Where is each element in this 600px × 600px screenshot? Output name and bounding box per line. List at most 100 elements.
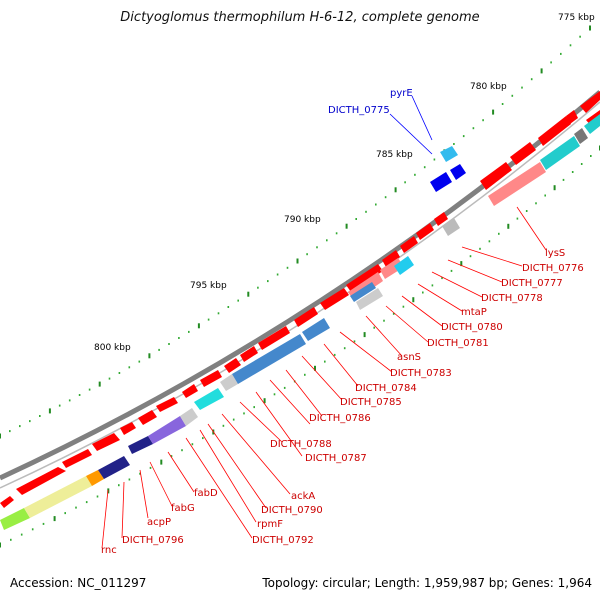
gene-arrow[interactable] xyxy=(258,326,290,350)
gene-label-DICTH_0777[interactable]: DICTH_0777 xyxy=(501,278,563,289)
major-tick xyxy=(148,353,151,359)
minor-tick xyxy=(441,277,443,280)
minor-tick xyxy=(202,437,204,440)
feature-block xyxy=(180,408,198,426)
gene-arrow[interactable] xyxy=(16,467,66,495)
major-tick xyxy=(263,398,266,404)
accession-text: Accession: NC_011297 xyxy=(10,576,147,590)
genome-summary-text: Topology: circular; Length: 1,959,987 bp… xyxy=(262,576,592,590)
minor-tick xyxy=(29,420,31,423)
gene-label-pyrE[interactable]: pyrE xyxy=(390,88,413,99)
minor-tick xyxy=(535,202,537,205)
gene-arrow[interactable] xyxy=(182,384,198,398)
gene-arrow[interactable] xyxy=(450,164,466,180)
minor-tick xyxy=(158,348,160,351)
gene-label-DICTH_0796[interactable]: DICTH_0796 xyxy=(122,535,184,546)
gene-arrow[interactable] xyxy=(382,250,400,267)
leader-line xyxy=(301,355,343,401)
tick-label-790: 790 kbp xyxy=(284,215,321,225)
gene-arrow[interactable] xyxy=(62,449,92,468)
gene-label-rnc[interactable]: rnc xyxy=(101,545,117,556)
major-tick xyxy=(363,332,366,338)
leader-line xyxy=(365,315,403,357)
minor-tick xyxy=(42,522,45,525)
gene-arrow[interactable] xyxy=(346,264,383,292)
gene-arrow[interactable] xyxy=(510,142,536,165)
gene-arrow[interactable] xyxy=(120,422,136,435)
gene-arrow[interactable] xyxy=(156,397,178,412)
major-tick xyxy=(48,408,51,414)
gene-label-DICTH_0785[interactable]: DICTH_0785 xyxy=(340,397,402,408)
gene-label-DICTH_0776[interactable]: DICTH_0776 xyxy=(522,263,584,274)
gene-arrow[interactable] xyxy=(430,172,452,192)
minor-tick xyxy=(243,412,245,415)
minor-tick xyxy=(431,284,434,287)
minor-tick xyxy=(326,239,328,242)
gene-label-lysS[interactable]: lysS xyxy=(545,248,565,259)
gene-label-DICTH_0784[interactable]: DICTH_0784 xyxy=(355,383,417,394)
gene-label-DICTH_0783[interactable]: DICTH_0783 xyxy=(390,368,452,379)
feature-block xyxy=(0,508,30,530)
gene-arrow[interactable] xyxy=(138,410,157,425)
minor-tick xyxy=(232,418,235,421)
minor-tick xyxy=(422,291,424,294)
major-tick xyxy=(98,381,101,387)
leader-line xyxy=(385,305,429,343)
gene-label-ackA[interactable]: ackA xyxy=(291,491,315,502)
minor-tick xyxy=(488,240,491,243)
gene-arrow[interactable] xyxy=(400,236,418,253)
major-tick xyxy=(314,365,316,371)
gene-arrow[interactable] xyxy=(224,358,241,373)
gene-label-rpmF[interactable]: rpmF xyxy=(257,519,283,530)
gene-label-DICTH_0788[interactable]: DICTH_0788 xyxy=(270,439,332,450)
major-tick xyxy=(553,185,556,191)
minor-tick xyxy=(521,86,523,89)
minor-tick xyxy=(276,273,279,276)
gene-label-DICTH_0787[interactable]: DICTH_0787 xyxy=(305,453,367,464)
gene-label-fabG[interactable]: fabG xyxy=(171,503,195,514)
gene-arrow[interactable] xyxy=(0,496,14,508)
gene-arrow[interactable] xyxy=(440,146,458,162)
minor-tick xyxy=(31,528,34,531)
minor-tick xyxy=(9,430,11,433)
gene-arrow[interactable] xyxy=(320,288,349,310)
label-lines xyxy=(101,95,547,549)
gene-arrow[interactable] xyxy=(92,433,120,451)
gene-arrow[interactable] xyxy=(416,223,434,240)
gene-arrow[interactable] xyxy=(294,307,318,327)
gene-label-asnS[interactable]: asnS xyxy=(397,352,421,363)
gene-label-fabD[interactable]: fabD xyxy=(194,488,218,499)
gene-arrow[interactable] xyxy=(200,370,222,387)
minor-tick xyxy=(530,78,533,81)
gene-label-mtaP[interactable]: mtaP xyxy=(461,307,487,318)
gene-arrow[interactable] xyxy=(480,162,512,190)
gene-arrow[interactable] xyxy=(434,212,448,226)
minor-tick xyxy=(453,143,455,145)
leader-line xyxy=(461,246,523,267)
gene-arrow[interactable] xyxy=(538,116,571,146)
gene-arrow[interactable] xyxy=(580,91,600,113)
gene-label-DICTH_0780[interactable]: DICTH_0780 xyxy=(441,322,503,333)
gene-label-DICTH_0781[interactable]: DICTH_0781 xyxy=(427,338,489,349)
leader-line xyxy=(323,343,359,387)
leader-line xyxy=(207,423,267,509)
minor-tick xyxy=(222,424,225,427)
gene-label-DICTH_0786[interactable]: DICTH_0786 xyxy=(309,413,371,424)
leader-line xyxy=(447,259,503,283)
gene-label-DICTH_0792[interactable]: DICTH_0792 xyxy=(252,535,314,546)
minor-tick xyxy=(335,232,338,235)
gene-arrow[interactable] xyxy=(240,346,258,362)
gene-label-DICTH_0778[interactable]: DICTH_0778 xyxy=(481,293,543,304)
gene-label-DICTH_0775[interactable]: DICTH_0775 xyxy=(328,105,390,116)
minor-tick xyxy=(384,196,387,199)
major-tick xyxy=(0,542,1,548)
gene-arrow[interactable] xyxy=(566,110,578,124)
feature-block xyxy=(86,470,104,486)
gene-label-acpP[interactable]: acpP xyxy=(147,517,171,528)
minor-tick xyxy=(511,94,514,97)
feature-block xyxy=(488,162,546,206)
leader-line xyxy=(101,489,109,549)
leader-line xyxy=(401,295,443,327)
gene-label-DICTH_0790[interactable]: DICTH_0790 xyxy=(261,505,323,516)
minor-tick xyxy=(544,194,546,197)
